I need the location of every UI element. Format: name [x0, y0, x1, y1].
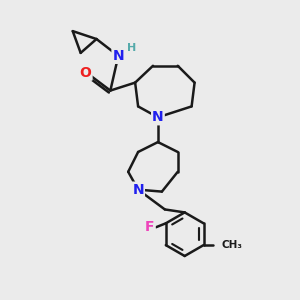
Text: N: N	[132, 183, 144, 196]
Text: O: O	[80, 66, 92, 80]
Text: CH₃: CH₃	[221, 240, 242, 250]
Text: N: N	[152, 110, 164, 124]
Text: F: F	[145, 220, 155, 234]
Text: H: H	[127, 43, 136, 53]
Text: N: N	[112, 49, 124, 63]
